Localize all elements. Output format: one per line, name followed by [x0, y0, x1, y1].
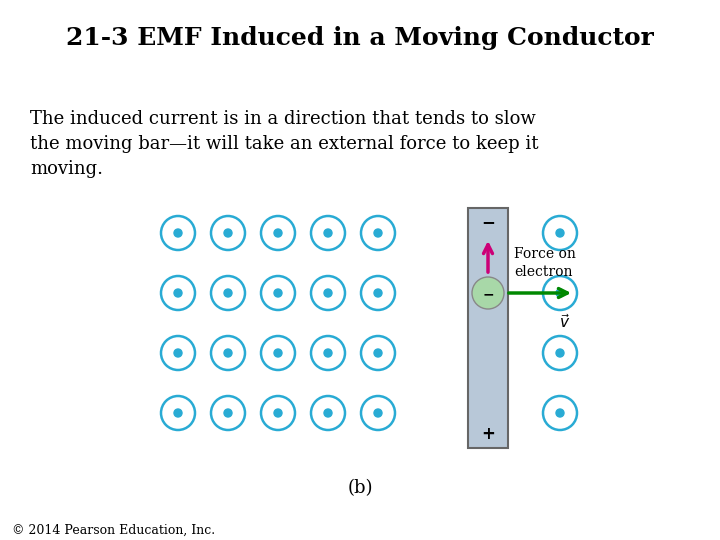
- Circle shape: [224, 349, 232, 357]
- Text: +: +: [481, 425, 495, 443]
- Circle shape: [224, 229, 232, 237]
- Text: © 2014 Pearson Education, Inc.: © 2014 Pearson Education, Inc.: [12, 523, 215, 537]
- Text: 21-3 EMF Induced in a Moving Conductor: 21-3 EMF Induced in a Moving Conductor: [66, 26, 654, 50]
- Circle shape: [472, 277, 504, 309]
- Circle shape: [274, 409, 282, 417]
- Text: $\vec{v}$: $\vec{v}$: [559, 313, 570, 331]
- Circle shape: [324, 229, 332, 237]
- Circle shape: [174, 289, 182, 297]
- Circle shape: [374, 409, 382, 417]
- Text: The induced current is in a direction that tends to slow
the moving bar—it will : The induced current is in a direction th…: [30, 110, 539, 178]
- Circle shape: [374, 349, 382, 357]
- Circle shape: [324, 289, 332, 297]
- Circle shape: [274, 349, 282, 357]
- Text: −: −: [482, 287, 494, 301]
- Circle shape: [556, 229, 564, 237]
- Text: Force on
electron: Force on electron: [514, 247, 576, 279]
- Circle shape: [556, 289, 564, 297]
- Text: (b): (b): [347, 479, 373, 497]
- Circle shape: [174, 229, 182, 237]
- Circle shape: [224, 289, 232, 297]
- Circle shape: [324, 349, 332, 357]
- Circle shape: [224, 409, 232, 417]
- Circle shape: [556, 349, 564, 357]
- Circle shape: [274, 289, 282, 297]
- Circle shape: [374, 289, 382, 297]
- Circle shape: [374, 229, 382, 237]
- Circle shape: [174, 409, 182, 417]
- Circle shape: [324, 409, 332, 417]
- Circle shape: [174, 349, 182, 357]
- Circle shape: [556, 409, 564, 417]
- Circle shape: [274, 229, 282, 237]
- Bar: [468, 208, 508, 448]
- Text: −: −: [481, 213, 495, 231]
